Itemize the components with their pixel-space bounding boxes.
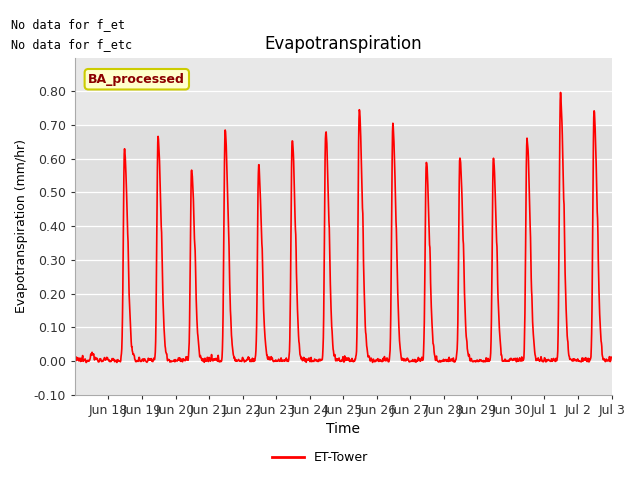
Bar: [75, 125, 612, 361]
X-axis label: Time: Time: [326, 422, 360, 436]
Legend: ET-Tower: ET-Tower: [268, 446, 372, 469]
Y-axis label: Evapotranspiration (mm/hr): Evapotranspiration (mm/hr): [15, 139, 28, 313]
Text: BA_processed: BA_processed: [88, 73, 185, 86]
Text: No data for f_etc: No data for f_etc: [11, 38, 132, 51]
Text: No data for f_et: No data for f_et: [11, 18, 125, 31]
Title: Evapotranspiration: Evapotranspiration: [264, 35, 422, 53]
